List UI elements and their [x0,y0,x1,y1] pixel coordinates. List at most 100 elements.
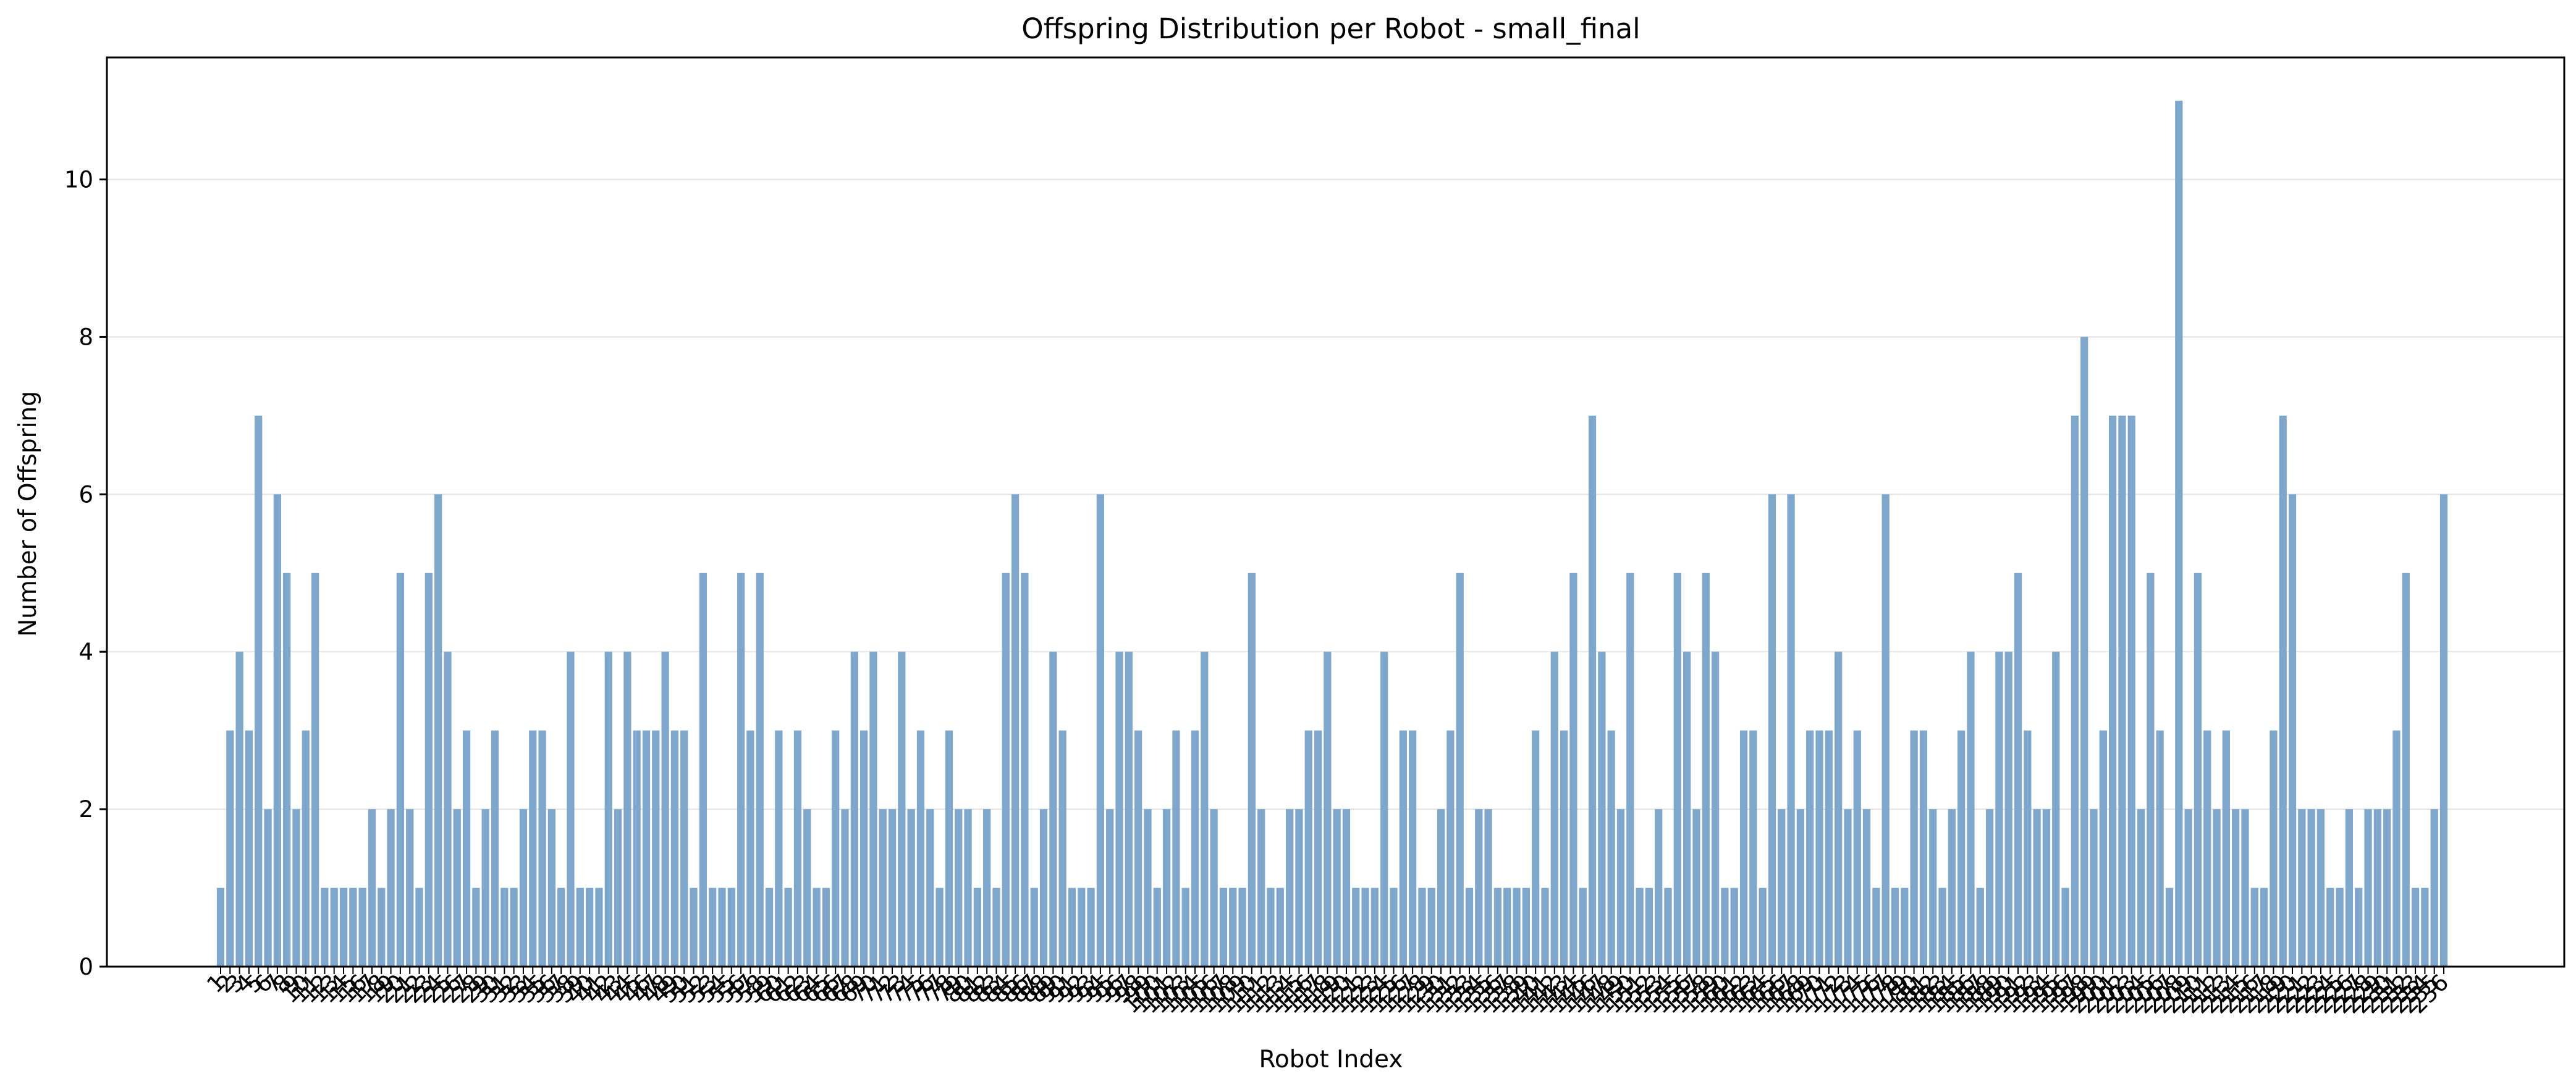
bar [226,730,234,967]
bar [2014,573,2022,967]
bar [302,730,310,967]
bar [604,652,612,967]
bar [1181,888,1189,967]
bar [1106,809,1114,967]
bar [1598,652,1606,967]
bar [690,888,698,967]
bar [1796,809,1804,967]
bar [2071,415,2079,967]
y-tick-label: 2 [78,796,93,823]
bar [2383,809,2391,967]
bar [1333,809,1341,967]
bar [1078,888,1086,967]
bar [1721,888,1729,967]
bar [1276,888,1284,967]
bar [472,888,480,967]
bar [1929,809,1937,967]
bar [424,573,433,967]
bar [339,888,348,967]
bar [661,652,669,967]
bar [255,415,263,967]
bar [1248,573,1256,967]
bar [1125,652,1133,967]
bar [803,809,811,967]
bar [860,730,868,967]
bar [1768,494,1776,967]
bar [869,652,877,967]
bar [945,730,953,967]
bar [1787,494,1795,967]
bar [1257,809,1265,967]
bar [453,809,461,967]
bar [633,730,641,967]
bar [964,809,972,967]
bar [1739,730,1748,967]
bar [2288,494,2297,967]
bar [434,494,442,967]
bar [935,888,944,967]
bar [926,809,934,967]
bar [841,809,849,967]
bar [2336,888,2344,967]
bar [1645,888,1653,967]
bar [216,888,225,967]
bar [1702,573,1710,967]
bar [813,888,821,967]
bar [292,809,300,967]
bar [784,888,792,967]
bar [1503,888,1511,967]
bar [1314,730,1322,967]
bar [1806,730,1814,967]
bar [1475,809,1483,967]
bar [273,494,281,967]
bars [216,101,2448,967]
bar [576,888,584,967]
bar [1636,888,1644,967]
bar [481,809,489,967]
bar [557,888,565,967]
chart-title: Offspring Distribution per Robot - small… [1021,12,1640,45]
bar [1759,888,1767,967]
bar [2080,337,2088,967]
bar [2298,809,2306,967]
bar [746,730,754,967]
bar [368,809,376,967]
bar [1201,652,1209,967]
bar [2203,730,2211,967]
bar [955,809,963,967]
bar [245,730,253,967]
bar [1778,809,1786,967]
bar [1938,888,1946,967]
bar [358,888,366,967]
bar [1219,888,1228,967]
y-tick-label: 8 [78,324,93,350]
bar [1162,809,1171,967]
bar [1948,809,1956,967]
bar [1096,494,1105,967]
bar [1493,888,1502,967]
bar [850,652,858,967]
bar [1967,652,1975,967]
bar [2241,809,2249,967]
y-tick-label: 6 [78,481,93,508]
bar [519,809,528,967]
bar [1285,809,1294,967]
bar [709,888,717,967]
bar [992,888,1000,967]
bar [2345,809,2354,967]
bar [1144,809,1152,967]
bar [2307,809,2315,967]
bar [2392,730,2401,967]
y-axis-label: Number of Offspring [14,391,42,637]
bar [1815,730,1823,967]
bar [1456,573,1464,967]
bar [1418,888,1426,967]
bar [1957,730,1966,967]
bar [1683,652,1691,967]
bar [1352,888,1360,967]
bar [406,809,414,967]
bar [1399,730,1407,967]
plot-frame [106,56,2565,968]
bar [1446,730,1455,967]
